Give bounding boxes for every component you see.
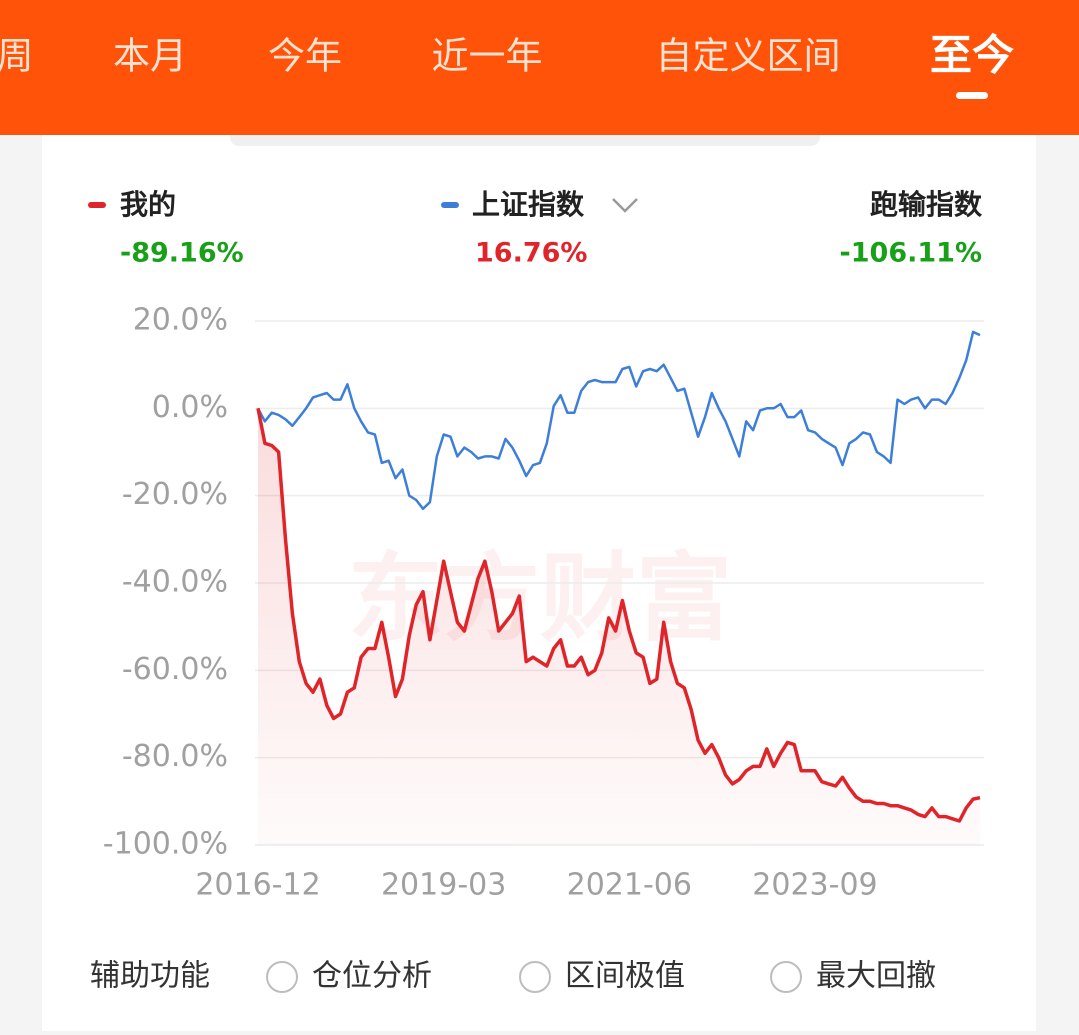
tab[interactable]: 自定义区间: [656, 35, 841, 78]
option-label[interactable]: 最大回撤: [816, 959, 936, 994]
tab[interactable]: 至今: [930, 31, 1014, 80]
radio[interactable]: [266, 961, 298, 993]
x-tick-label: 2019-03: [381, 868, 506, 903]
legend-label: 跑输指数: [870, 188, 983, 221]
tab[interactable]: 今年: [268, 35, 342, 78]
y-tick-label: -80.0%: [122, 739, 228, 774]
series-line: [256, 407, 981, 823]
tab[interactable]: 周: [0, 35, 34, 78]
radio[interactable]: [770, 961, 802, 993]
y-tick-label: -100.0%: [103, 827, 228, 862]
option-label[interactable]: 仓位分析: [312, 959, 432, 994]
y-tick-label: 20.0%: [133, 303, 228, 338]
y-tick-label: -60.0%: [122, 652, 228, 687]
y-tick-label: -20.0%: [122, 477, 228, 512]
watermark: 东方财富: [348, 542, 732, 654]
x-tick-label: 2016-12: [195, 868, 320, 903]
series-line: [256, 330, 981, 511]
option-label[interactable]: 区间极值: [565, 959, 685, 994]
legend-value: 16.76%: [475, 238, 587, 269]
legend-label[interactable]: 上证指数: [472, 188, 585, 221]
y-tick-label: -40.0%: [122, 565, 228, 600]
radio[interactable]: [519, 961, 551, 993]
y-tick-label: 0.0%: [152, 390, 228, 425]
dropdown-chevron[interactable]: [612, 198, 638, 213]
x-tick-label: 2023-09: [752, 868, 877, 903]
legend-label: 我的: [120, 188, 176, 221]
legend-value: -106.11%: [840, 238, 982, 269]
tab[interactable]: 本月: [113, 35, 187, 78]
legend-swatch: [88, 202, 106, 208]
x-tick-label: 2021-06: [567, 868, 692, 903]
tab-underline: [956, 92, 988, 99]
legend-value: -89.16%: [120, 238, 244, 269]
area-fill: [258, 408, 980, 845]
tools-label: 辅助功能: [90, 959, 210, 994]
tab[interactable]: 近一年: [432, 35, 543, 78]
header: [0, 0, 1079, 135]
legend-swatch: [441, 202, 459, 208]
